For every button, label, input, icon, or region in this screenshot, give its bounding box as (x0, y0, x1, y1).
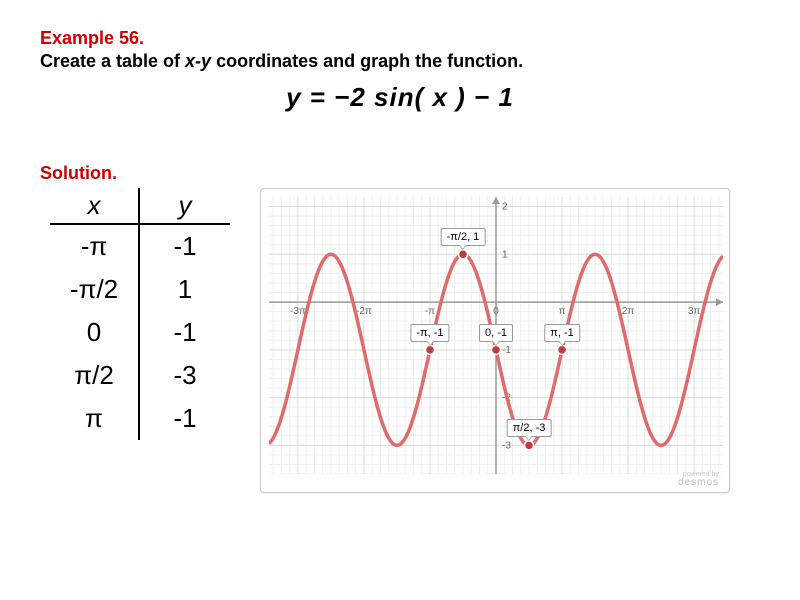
table-cell-x: -π/2 (50, 268, 140, 311)
table-row: -π-1 (50, 225, 230, 268)
table-row: π-1 (50, 397, 230, 440)
svg-text:π: π (559, 306, 566, 317)
svg-text:2π: 2π (622, 306, 635, 317)
svg-text:0: 0 (493, 306, 499, 317)
graph-inner: » ✎ + − -3π-2π-π0π2π3π-3-2-112 -π, -1-π/… (269, 197, 721, 472)
brand-label: desmos (678, 477, 719, 488)
table-cell-x: -π (50, 225, 140, 268)
table-cell-y: -3 (140, 354, 230, 397)
svg-text:-2π: -2π (356, 306, 372, 317)
graph-svg: -3π-2π-π0π2π3π-3-2-112 (269, 197, 723, 474)
svg-text:-3π: -3π (290, 306, 306, 317)
table-cell-y: 1 (140, 268, 230, 311)
instruction-text: Create a table of x-y coordinates and gr… (40, 51, 760, 72)
xy-table: x y -π-1-π/210-1π/2-3π-1 (50, 188, 230, 440)
table-cell-x: π/2 (50, 354, 140, 397)
table-cell-y: -1 (140, 225, 230, 268)
svg-text:2: 2 (502, 202, 508, 213)
instruction-var: x-y (185, 51, 211, 71)
instruction-post: coordinates and graph the function. (211, 51, 523, 71)
table-header-x: x (50, 188, 140, 225)
svg-text:3π: 3π (688, 306, 701, 317)
table-cell-x: π (50, 397, 140, 440)
svg-text:-1: -1 (502, 345, 511, 356)
table-row: -π/21 (50, 268, 230, 311)
svg-text:-3: -3 (502, 440, 511, 451)
table-cell-y: -1 (140, 397, 230, 440)
table-header-y: y (140, 188, 230, 225)
graph-panel: » ✎ + − -3π-2π-π0π2π3π-3-2-112 -π, -1-π/… (260, 188, 730, 493)
table-row: 0-1 (50, 311, 230, 354)
table-row: π/2-3 (50, 354, 230, 397)
table-cell-x: 0 (50, 311, 140, 354)
example-label: Example 56. (40, 28, 760, 49)
instruction-pre: Create a table of (40, 51, 185, 71)
solution-label: Solution. (40, 163, 760, 184)
svg-text:1: 1 (502, 249, 508, 260)
svg-text:-π: -π (425, 306, 435, 317)
table-cell-y: -1 (140, 311, 230, 354)
formula: y = −2 sin( x ) − 1 (40, 82, 760, 113)
